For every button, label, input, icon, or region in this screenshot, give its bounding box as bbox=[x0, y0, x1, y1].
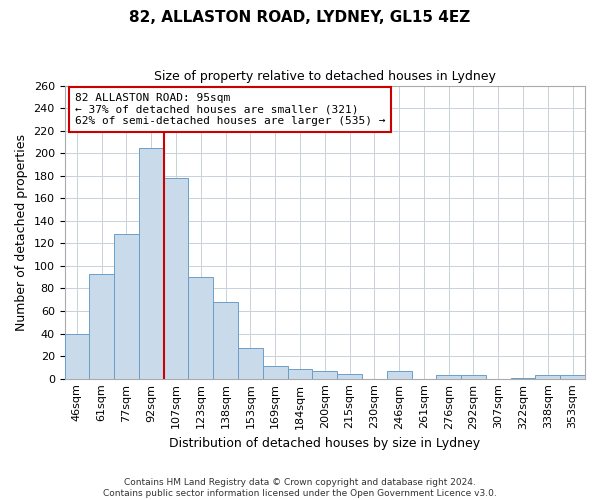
Bar bbox=[164, 178, 188, 378]
Bar bbox=[535, 376, 560, 378]
Title: Size of property relative to detached houses in Lydney: Size of property relative to detached ho… bbox=[154, 70, 496, 83]
Text: Contains HM Land Registry data © Crown copyright and database right 2024.
Contai: Contains HM Land Registry data © Crown c… bbox=[103, 478, 497, 498]
Bar bbox=[89, 274, 114, 378]
Bar bbox=[213, 302, 238, 378]
Bar bbox=[139, 148, 164, 378]
Bar bbox=[114, 234, 139, 378]
Y-axis label: Number of detached properties: Number of detached properties bbox=[15, 134, 28, 330]
Bar bbox=[461, 376, 486, 378]
Text: 82 ALLASTON ROAD: 95sqm
← 37% of detached houses are smaller (321)
62% of semi-d: 82 ALLASTON ROAD: 95sqm ← 37% of detache… bbox=[75, 93, 385, 126]
Bar bbox=[65, 334, 89, 378]
Bar bbox=[436, 376, 461, 378]
Bar bbox=[387, 371, 412, 378]
X-axis label: Distribution of detached houses by size in Lydney: Distribution of detached houses by size … bbox=[169, 437, 481, 450]
Bar bbox=[238, 348, 263, 378]
Bar bbox=[188, 277, 213, 378]
Bar bbox=[287, 368, 313, 378]
Text: 82, ALLASTON ROAD, LYDNEY, GL15 4EZ: 82, ALLASTON ROAD, LYDNEY, GL15 4EZ bbox=[130, 10, 470, 25]
Bar bbox=[560, 376, 585, 378]
Bar bbox=[313, 371, 337, 378]
Bar bbox=[263, 366, 287, 378]
Bar bbox=[337, 374, 362, 378]
